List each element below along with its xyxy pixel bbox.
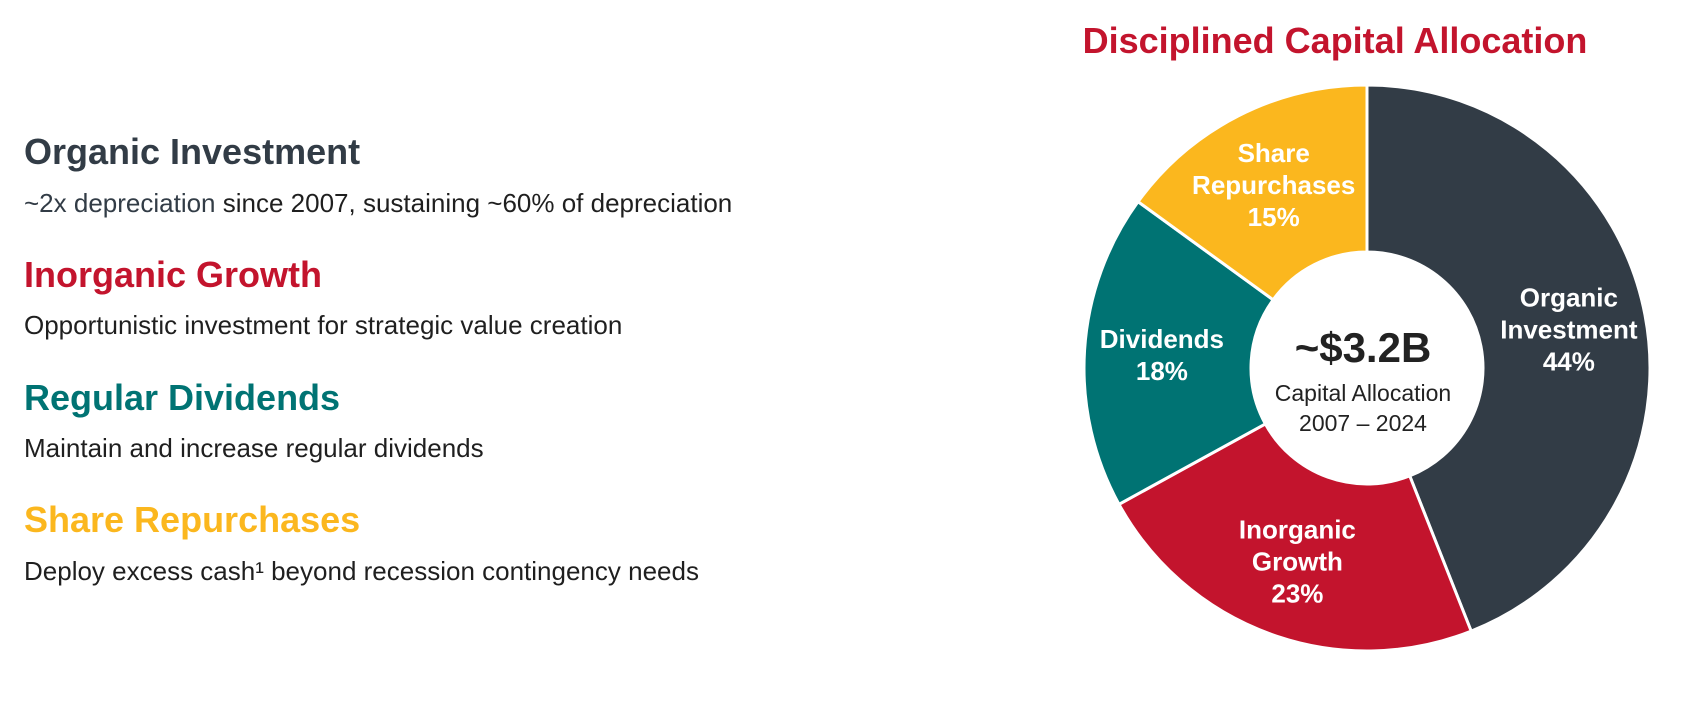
- slice-share-repurchases: [1135, 83, 1369, 302]
- slice-dividends: [1082, 199, 1276, 507]
- section-title-inorganic-growth: Inorganic Growth: [24, 253, 323, 295]
- description-rest: since 2007, sustaining ~60% of depreciat…: [215, 187, 733, 218]
- section-description-regular-dividends: Maintain and increase regular dividends: [24, 433, 484, 464]
- slice-label-share-repurchases: Share Repurchases 15%: [1192, 138, 1355, 232]
- slice-value-label: 44%: [1543, 346, 1595, 376]
- slice-inorganic-growth: [1116, 421, 1474, 653]
- section-title-regular-dividends: Regular Dividends: [24, 376, 341, 418]
- slice-category-label: Investment: [1500, 314, 1638, 344]
- donut-chart: Organic Investment 44% Inorganic Growth 23% Di…: [1082, 83, 1652, 653]
- section-organic-investment: Organic Investment ~2x depreciation sinc…: [24, 132, 924, 219]
- center-caption-line2: 2007 – 2024: [1299, 410, 1427, 436]
- section-title-share-repurchases: Share Repurchases: [24, 499, 361, 541]
- slice-organic-investment: [1365, 83, 1652, 634]
- section-inorganic-growth: Inorganic Growth Opportunistic investmen…: [24, 255, 924, 342]
- section-description-organic-investment: ~2x depreciation since 2007, sustaining …: [24, 188, 924, 219]
- section-regular-dividends: Regular Dividends Maintain and increase …: [24, 376, 924, 465]
- donut-labels: Organic Investment 44% Inorganic Growth 23% Di…: [1100, 138, 1638, 608]
- slice-category-label: Inorganic: [1239, 514, 1356, 544]
- slice-category-label: Dividends: [1100, 324, 1224, 354]
- slice-value-label: 23%: [1271, 578, 1323, 608]
- slice-category-label: Growth: [1252, 546, 1343, 576]
- section-description-inorganic-growth: Opportunistic investment for strategic v…: [24, 310, 623, 341]
- slice-value-label: 15%: [1248, 202, 1300, 232]
- section-share-repurchases: Share Repurchases Deploy excess cash¹ be…: [24, 500, 924, 587]
- slice-value-label: 18%: [1136, 356, 1188, 386]
- donut-slices: [1082, 83, 1652, 653]
- slice-category-label: Organic: [1520, 282, 1618, 312]
- slice-label-inorganic-growth: Inorganic Growth 23%: [1239, 514, 1356, 608]
- chart-title: Disciplined Capital Allocation: [1082, 20, 1588, 61]
- center-total-value: ~$3.2B: [1295, 324, 1432, 371]
- description-highlight: ~2x depreciation: [24, 187, 216, 218]
- slice-category-label: Share: [1238, 138, 1310, 168]
- slice-label-organic-investment: Organic Investment 44%: [1500, 282, 1638, 376]
- section-description-share-repurchases: Deploy excess cash¹ beyond recession con…: [24, 555, 699, 586]
- center-caption-line1: Capital Allocation: [1275, 380, 1451, 406]
- capital-allocation-descriptions: Organic Investment ~2x depreciation sinc…: [24, 132, 924, 623]
- slice-label-dividends: Dividends 18%: [1100, 324, 1224, 386]
- slice-category-label: Repurchases: [1192, 170, 1355, 200]
- section-title-organic-investment: Organic Investment: [24, 131, 361, 172]
